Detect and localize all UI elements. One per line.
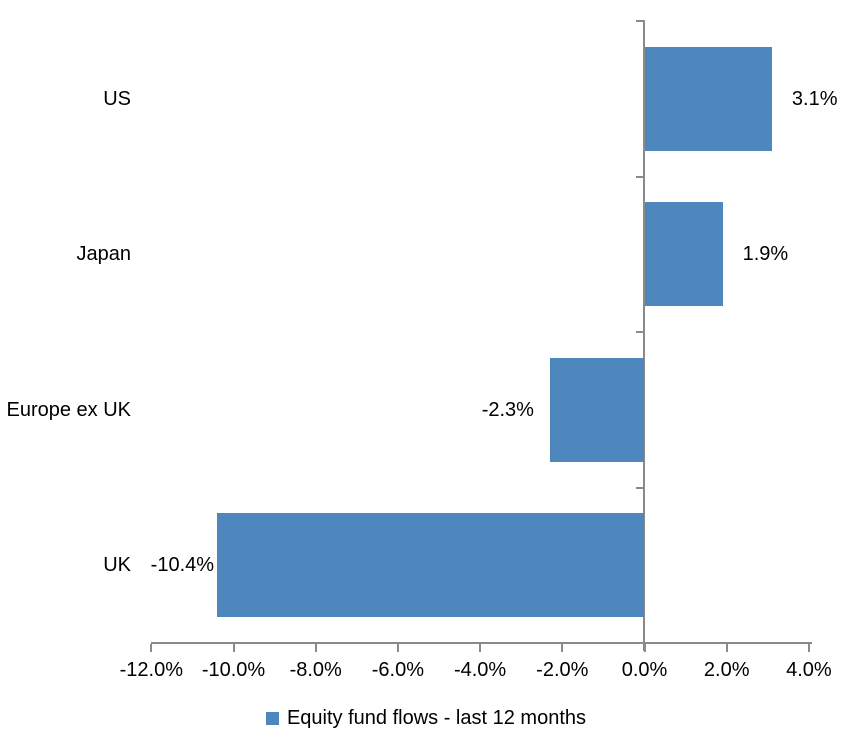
legend-marker-icon [265,711,279,725]
x-tick-label: 0.0% [621,659,668,681]
category-axis-tick [636,20,645,22]
x-axis-tick [479,644,482,652]
bar [644,46,772,151]
legend-label: Equity fund flows - last 12 months [286,707,587,729]
bar-data-label: 3.1% [791,87,838,110]
x-axis-tick [725,644,728,652]
legend: Equity fund flows - last 12 months [0,706,852,730]
bar [217,513,645,618]
x-tick-label: -2.0% [536,659,589,681]
category-axis-tick [636,486,645,489]
category-axis-tick [636,175,645,178]
category-label: Japan [76,243,132,266]
x-tick-label: 4.0% [786,659,832,681]
x-axis-tick [232,644,235,652]
category-label: US [103,87,131,110]
bar [644,202,723,307]
x-tick-label: -4.0% [453,659,507,681]
x-tick-label: -8.0% [289,659,342,681]
category-label: UK [103,554,131,577]
x-axis-tick [396,644,399,652]
x-axis-line [151,642,812,644]
x-axis-tick [643,644,646,652]
x-axis-tick [807,644,810,652]
bar-data-label: -10.4% [150,554,215,577]
x-tick-label: -10.0% [201,659,266,681]
x-tick-label: -6.0% [371,659,425,681]
category-label: Europe ex UK [6,398,131,421]
bar [549,357,645,462]
bar-data-label: 1.9% [742,243,789,266]
bar-data-label: -2.3% [481,398,534,421]
x-axis-tick [561,644,564,652]
y-axis-zero-line [643,20,645,651]
x-axis-tick [150,644,153,652]
category-axis-tick [636,331,645,333]
x-tick-label: -12.0% [119,659,183,681]
x-tick-label: 2.0% [703,659,750,681]
x-axis-tick [314,644,317,652]
